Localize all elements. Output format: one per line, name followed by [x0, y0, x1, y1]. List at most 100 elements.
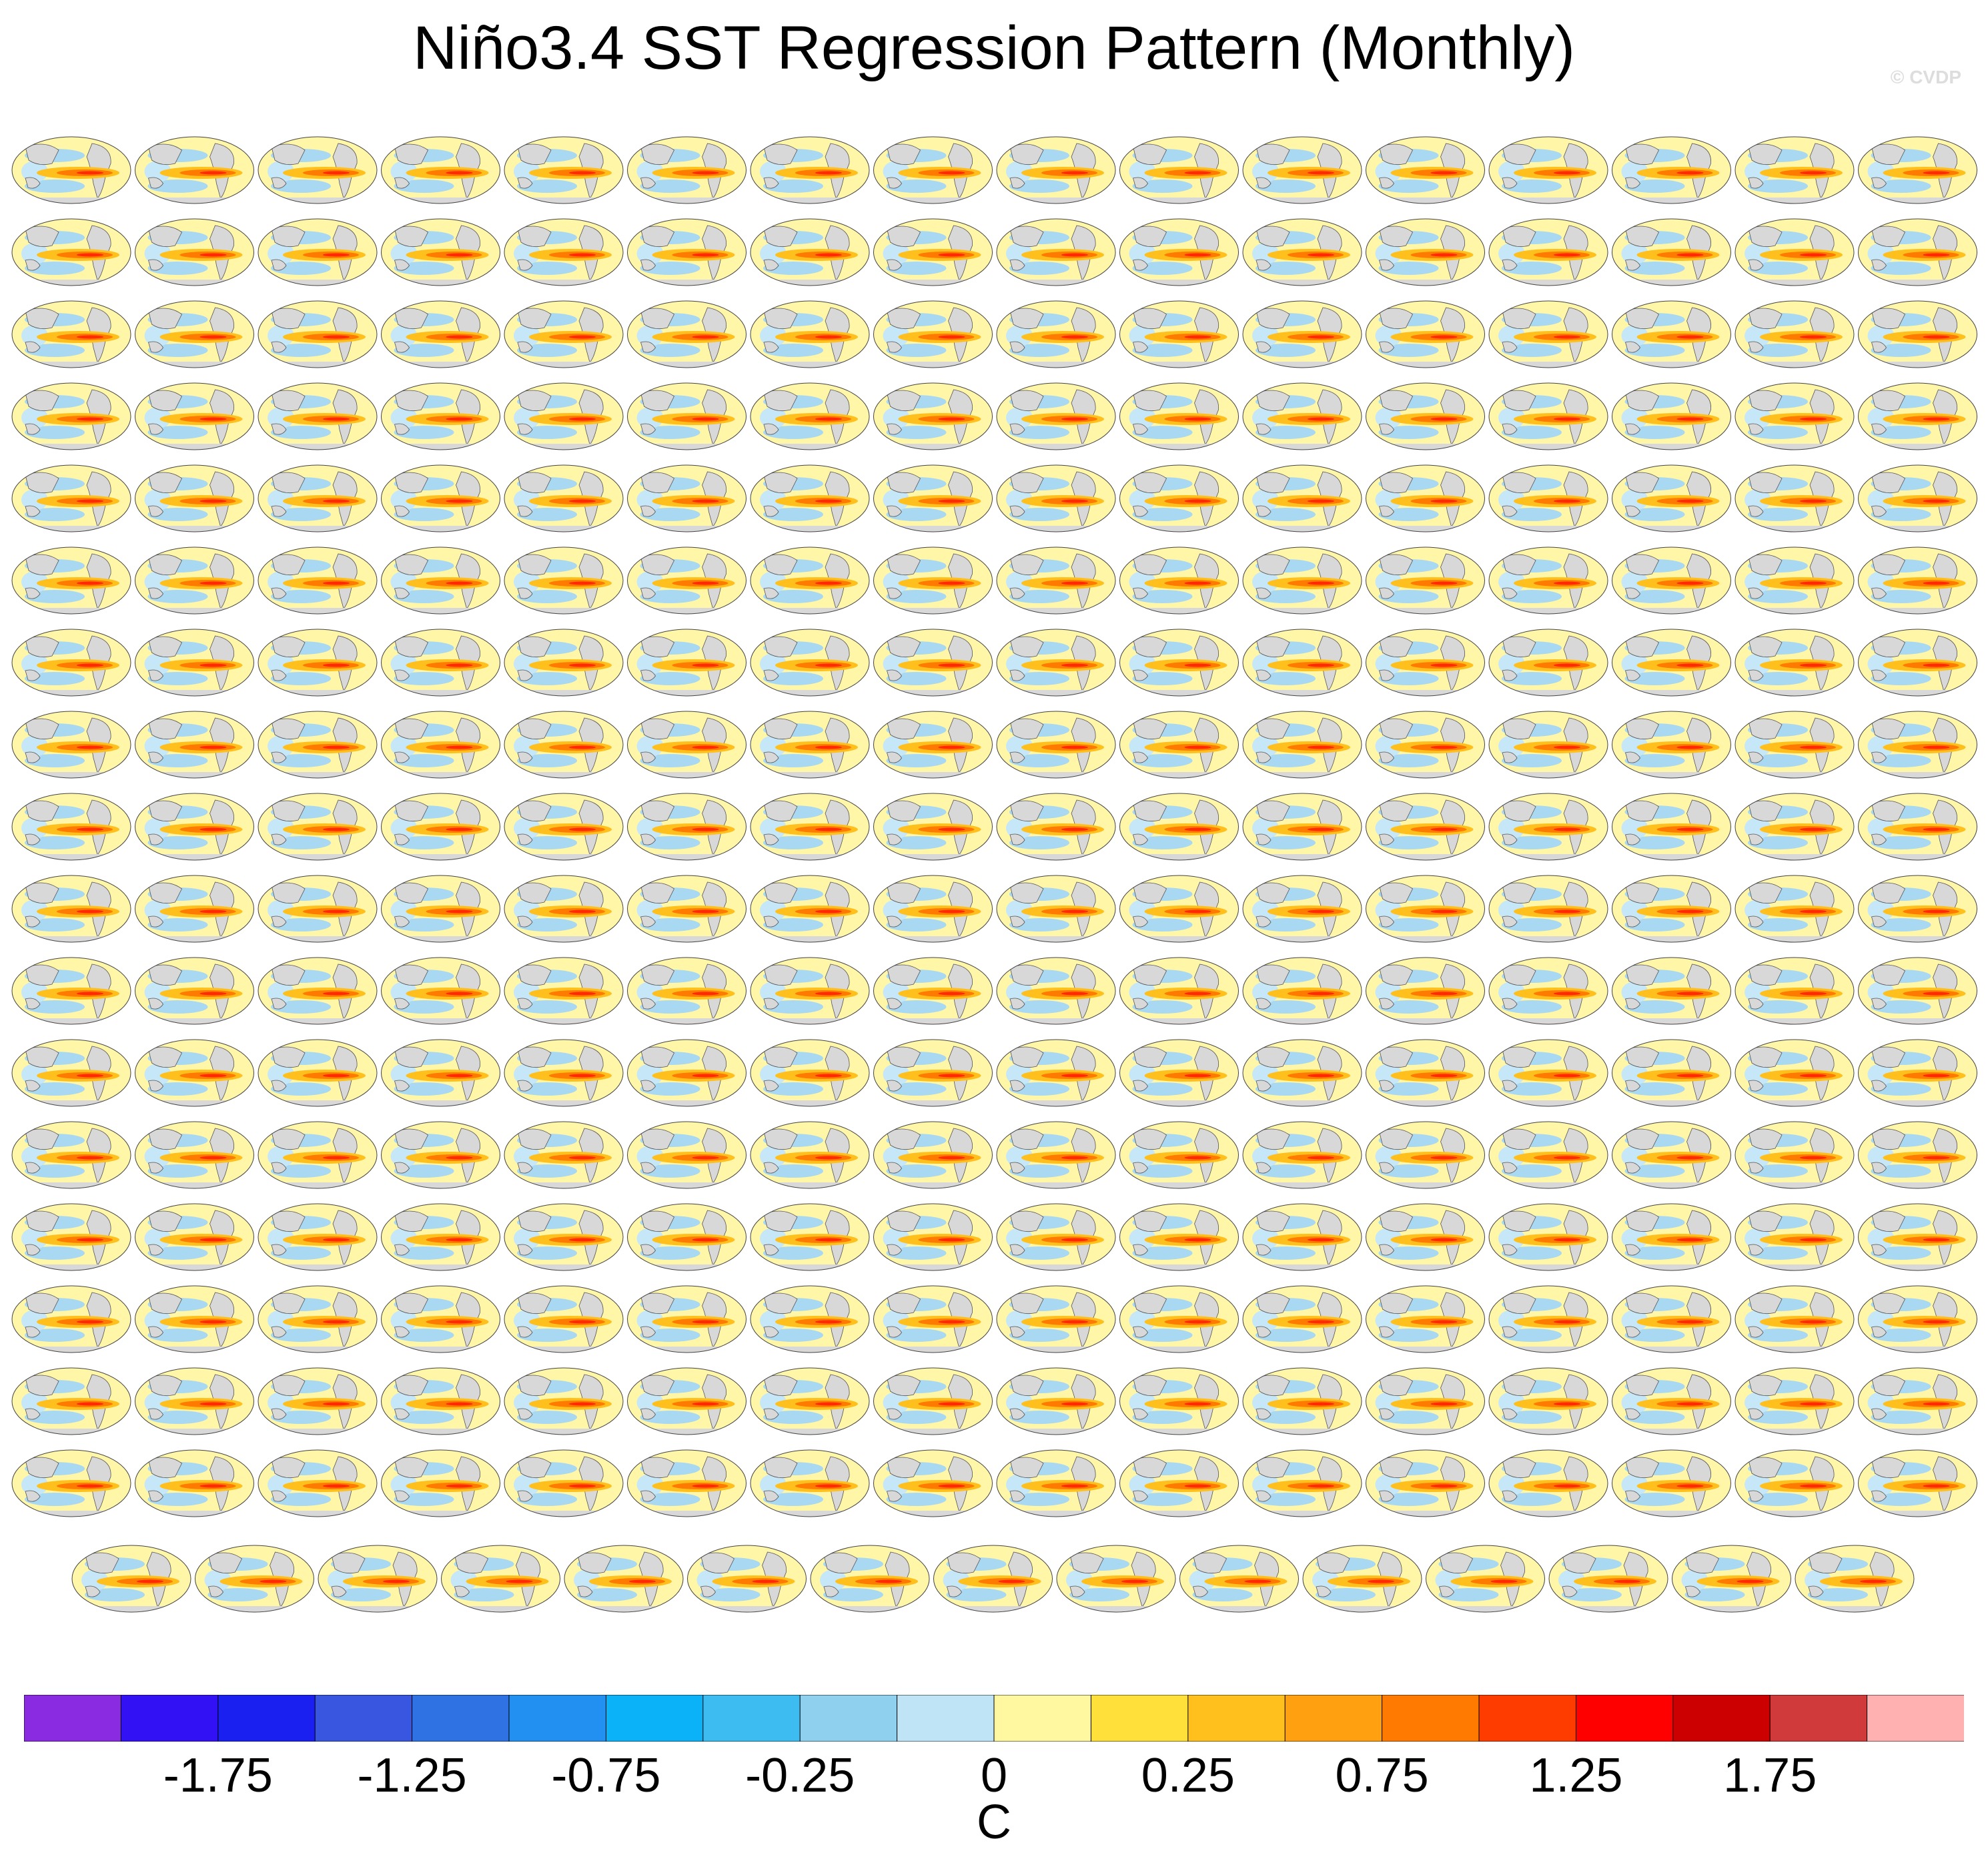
map-panel [996, 711, 1116, 779]
map-panel [996, 1449, 1116, 1517]
map-panel [1242, 1121, 1362, 1189]
map-panel [1242, 1367, 1362, 1435]
map-panel-grid [11, 136, 1977, 1613]
map-panel [381, 875, 500, 943]
colorbar-tick-label: 0 [980, 1749, 1008, 1802]
map-panel [1858, 1039, 1977, 1107]
map-panel [687, 1545, 807, 1613]
map-panel [381, 382, 500, 450]
map-panel [1734, 1039, 1855, 1107]
colorbar-tick-label: 1.75 [1723, 1749, 1817, 1802]
map-panel [627, 1449, 747, 1517]
map-panel [1612, 875, 1731, 943]
map-panel [504, 464, 624, 532]
map-panel [1612, 464, 1731, 532]
map-panel [1858, 711, 1977, 779]
map-panel [258, 218, 378, 286]
map-panel [381, 629, 500, 697]
map-panel [504, 957, 624, 1025]
map-panel [873, 793, 993, 861]
map-panel [504, 793, 624, 861]
map-panel [135, 218, 254, 286]
map-panel [873, 546, 993, 615]
map-panel [627, 957, 747, 1025]
map-panel [1488, 382, 1608, 450]
map-panel [1426, 1545, 1545, 1613]
map-panel [504, 546, 624, 615]
map-panel [1119, 1121, 1239, 1189]
map-panel [750, 629, 870, 697]
map-panel [381, 218, 500, 286]
map-panel [1734, 546, 1855, 615]
map-panel [258, 382, 378, 450]
map-panel [1056, 1545, 1176, 1613]
map-panel [1488, 1449, 1608, 1517]
map-panel [135, 300, 254, 368]
map-panel [381, 464, 500, 532]
map-panel [504, 1449, 624, 1517]
map-panel [1488, 1039, 1608, 1107]
map-panel [1858, 793, 1977, 861]
map-panel [627, 1039, 747, 1107]
map-panel [258, 1449, 378, 1517]
map-panel [750, 1121, 870, 1189]
map-panel [11, 136, 131, 204]
map-panel [873, 464, 993, 532]
map-panel [1366, 546, 1485, 615]
map-panel [1488, 875, 1608, 943]
map-panel [258, 1203, 378, 1271]
map-panel [996, 875, 1116, 943]
colorbar-tick-label: -0.75 [551, 1749, 661, 1802]
map-panel [135, 957, 254, 1025]
map-panel [1366, 136, 1485, 204]
map-panel [627, 464, 747, 532]
map-panel [1366, 300, 1485, 368]
map-panel [318, 1545, 438, 1613]
map-panel [381, 711, 500, 779]
map-panel [933, 1545, 1053, 1613]
map-panel [135, 629, 254, 697]
map-panel [1858, 1367, 1977, 1435]
map-panel [1795, 1545, 1915, 1613]
map-panel [1488, 793, 1608, 861]
map-panel [1612, 1121, 1731, 1189]
map-panel [750, 793, 870, 861]
map-panel [504, 382, 624, 450]
map-panel [258, 1285, 378, 1353]
map-panel [258, 300, 378, 368]
map-panel [1119, 382, 1239, 450]
map-panel [11, 218, 131, 286]
map-panel [11, 300, 131, 368]
map-panel [1488, 1203, 1608, 1271]
map-panel [1612, 1285, 1731, 1353]
colorbar-swatch [1284, 1695, 1383, 1742]
colorbar-tick-label: 0.25 [1141, 1749, 1235, 1802]
map-panel [1242, 218, 1362, 286]
map-panel [135, 793, 254, 861]
map-panel [1366, 1367, 1485, 1435]
map-panel [1858, 1203, 1977, 1271]
map-panel [1366, 1039, 1485, 1107]
colorbar [24, 1695, 1964, 1742]
map-panel [1612, 1203, 1731, 1271]
map-panel [1858, 464, 1977, 532]
colorbar-tick-label: -1.25 [357, 1749, 467, 1802]
map-panel [1734, 711, 1855, 779]
map-panel [381, 793, 500, 861]
map-panel [873, 1367, 993, 1435]
map-panel [627, 793, 747, 861]
map-panel [381, 1121, 500, 1189]
colorbar-swatch [24, 1695, 122, 1742]
map-panel [1488, 1285, 1608, 1353]
map-panel [504, 875, 624, 943]
map-panel [750, 382, 870, 450]
map-panel [135, 1203, 254, 1271]
map-panel [135, 1449, 254, 1517]
map-panel [381, 1203, 500, 1271]
map-panel [1612, 136, 1731, 204]
map-panel [873, 957, 993, 1025]
map-panel [873, 875, 993, 943]
map-panel [135, 1039, 254, 1107]
map-panel [996, 1039, 1116, 1107]
map-panel [750, 464, 870, 532]
